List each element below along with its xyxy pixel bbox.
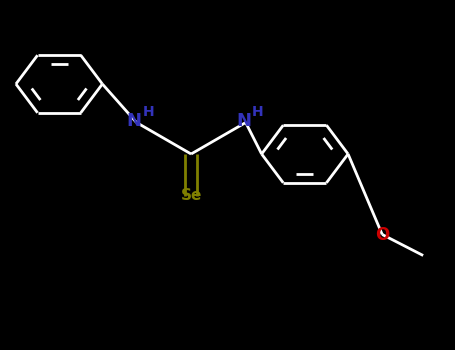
Text: Se: Se (181, 189, 202, 203)
Text: H: H (142, 105, 154, 119)
Text: O: O (375, 225, 389, 244)
Text: H: H (252, 105, 263, 119)
Text: N: N (127, 112, 142, 130)
Text: N: N (236, 112, 251, 130)
